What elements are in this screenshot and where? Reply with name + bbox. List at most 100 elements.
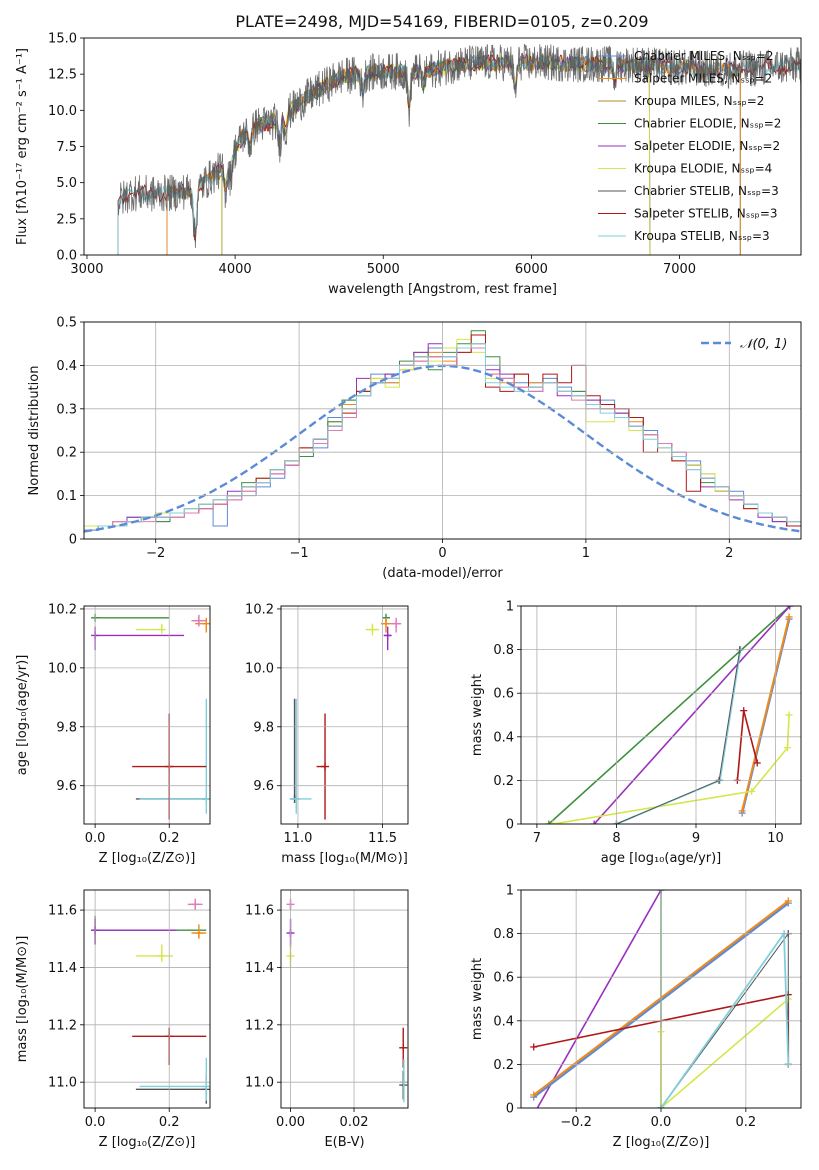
data-point (187, 898, 203, 911)
data-point (195, 617, 210, 633)
y-tick-label: 11.2 (245, 1018, 274, 1033)
panel-EBV-mass: 0.00 0.02 11.0 11.2 11.4 11.6 E(B-V) (245, 889, 409, 1150)
y-axis-label: Flux [fλ10⁻¹⁷ erg cm⁻² s⁻¹ A⁻¹] (15, 48, 30, 245)
legend-label: Salpeter STELIB, Nₛₛₚ=3 (634, 207, 778, 221)
x-tick-label: 10 (767, 831, 784, 846)
x-tick-label: 0.0 (85, 831, 106, 846)
legend-label: Chabrier MILES, Nₛₛₚ=2 (634, 49, 774, 63)
data-point (139, 1057, 210, 1101)
y-tick-label: 0 (506, 818, 514, 833)
series-kroupa-elodie (549, 711, 793, 824)
y-tick-label: 0.2 (493, 1058, 514, 1073)
y-tick-label: 1 (506, 600, 514, 615)
data-point (91, 918, 177, 945)
plot-area (91, 613, 210, 820)
legend-label: 𝒩(0, 1) (740, 337, 787, 352)
y-tick-label: 0.2 (56, 446, 77, 461)
y-tick-label: 0.3 (56, 402, 77, 417)
x-tick-label: 0.02 (340, 1115, 369, 1130)
axes-frame (83, 321, 802, 540)
legend: Chabrier MILES, Nₛₛₚ=2 Salpeter MILES, Nₛ… (598, 49, 781, 243)
y-tick-label: 9.8 (253, 720, 274, 735)
x-tick-label: 0.2 (736, 1115, 757, 1130)
legend-label: Chabrier ELODIE, Nₛₛₚ=2 (634, 117, 781, 131)
series-salpeter-elodie (590, 606, 794, 824)
axes-frame (520, 889, 802, 1109)
series-chabrier-elodie (545, 606, 794, 824)
y-axis-label: mass weight (470, 958, 485, 1040)
y-tick-label: 10.0 (245, 661, 274, 676)
series-line (536, 890, 662, 1108)
axes-frame (83, 37, 802, 256)
y-tick-label: 0.4 (56, 359, 77, 374)
x-tick-label: 2 (725, 546, 733, 561)
y-tick-label: 0.0 (56, 249, 77, 264)
x-tick-label: 0.2 (159, 831, 180, 846)
observed-spectrum (117, 43, 801, 249)
data-point (139, 698, 210, 814)
x-tick-label: −0.2 (560, 1115, 592, 1130)
y-tick-label: 0.4 (493, 730, 514, 745)
x-tick-label: 3000 (70, 262, 103, 277)
y-tick-label: 2.5 (56, 212, 77, 227)
y-axis-label: mass [log₁₀(M/M⊙)] (15, 936, 30, 1063)
data-point (135, 623, 166, 634)
y-tick-label: 11.2 (48, 1018, 77, 1033)
data-point (91, 613, 170, 622)
y-tick-label: 7.5 (56, 140, 77, 155)
panel-spectrum: 3000 4000 5000 6000 7000 0.0 2.5 5.0 7.5 10.0 12.5… (15, 32, 802, 297)
x-tick-label: 0.2 (159, 1115, 180, 1130)
series-line (736, 710, 759, 781)
y-tick-label: 0.8 (493, 927, 514, 942)
data-point (290, 698, 299, 803)
y-tick-label: 0.5 (56, 316, 77, 331)
panel-residuals: −2 −1 0 1 2 0 0.1 0.2 0.3 0.4 0.5 (data-model)/erro… (27, 316, 802, 581)
y-tick-label: 15.0 (48, 32, 77, 47)
spectrum-series (166, 54, 741, 255)
y-tick-label: 9.6 (56, 779, 77, 794)
x-tick-label: −1 (290, 546, 309, 561)
y-tick-label: 12.5 (48, 68, 77, 83)
y-tick-label: 0 (506, 1102, 514, 1117)
series-salpeter-stelib (733, 707, 761, 784)
series-kroupa-elodie (657, 995, 792, 1108)
data-point (365, 623, 380, 636)
x-axis-label: age [log₁₀(age/yr)] (601, 851, 722, 866)
x-axis-label: Z [log₁₀(Z/Z⊙)] (613, 1135, 710, 1150)
y-tick-label: 0.2 (493, 774, 514, 789)
x-tick-label: 0.00 (276, 1115, 305, 1130)
plot-area (286, 898, 408, 1103)
plot-area (117, 43, 801, 255)
legend-label: Kroupa STELIB, Nₛₛₚ=3 (634, 229, 770, 243)
x-axis-label: Z [log₁₀(Z/Z⊙)] (99, 1135, 196, 1150)
panel-Z-mass-weight: −0.2 0.0 0.2 0 0.2 0.4 0.6 0.8 1 Z [log₁₀(Z/Z⊙)] m… (470, 884, 802, 1150)
y-tick-label: 0.1 (56, 489, 77, 504)
x-tick-label: 0.0 (85, 1115, 106, 1130)
y-tick-label: 10.2 (48, 602, 77, 617)
x-axis-label: (data-model)/error (382, 566, 503, 581)
x-tick-label: 5000 (367, 262, 400, 277)
y-tick-label: 9.6 (253, 779, 274, 794)
axes-frame (83, 889, 211, 1109)
panel-Z-mass: 0.0 0.2 11.0 11.2 11.4 11.6 Z [log₁₀(Z/Z⊙)] mas… (15, 889, 211, 1150)
y-tick-label: 11.6 (245, 904, 274, 919)
data-point (135, 944, 173, 962)
y-tick-label: 5.0 (56, 176, 77, 191)
panel-age-mass-weight: 7 8 9 10 0 0.2 0.4 0.6 0.8 1 age [log₁₀(age/yr)] ma… (470, 600, 802, 866)
x-tick-label: 0 (438, 546, 446, 561)
figure-title: PLATE=2498, MJD=54169, FIBERID=0105, z=0… (235, 12, 649, 31)
legend-label: Salpeter MILES, Nₛₛₚ=2 (634, 72, 772, 86)
y-axis-label: mass weight (470, 674, 485, 756)
series-line (741, 616, 791, 812)
x-axis-label: E(B-V) (324, 1135, 364, 1150)
series-line (660, 998, 789, 1108)
y-tick-label: 0.4 (493, 1014, 514, 1029)
legend-label: Chabrier STELIB, Nₛₛₚ=3 (634, 184, 779, 198)
series-line (548, 606, 791, 824)
y-axis-label: Normed distribution (27, 366, 42, 496)
y-tick-label: 10.0 (48, 104, 77, 119)
y-tick-label: 11.6 (48, 904, 77, 919)
y-tick-label: 1 (506, 884, 514, 899)
x-axis-label: mass [log₁₀(M/M⊙)] (281, 851, 408, 866)
